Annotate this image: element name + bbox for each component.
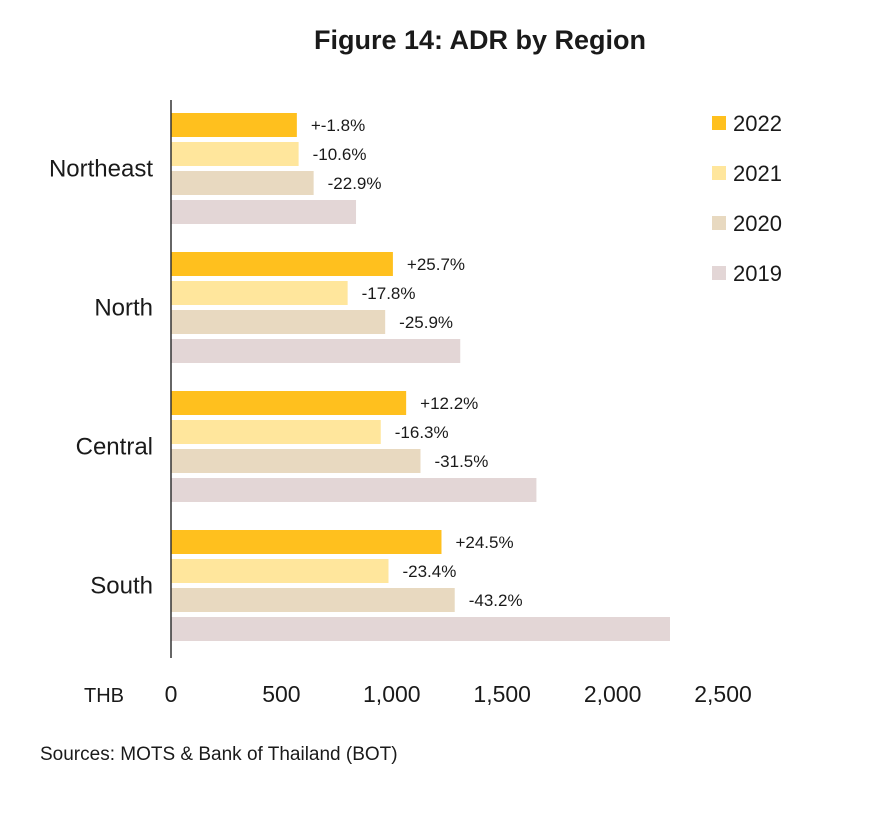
data-label: +24.5% [455,533,513,552]
category-label: South [90,573,153,600]
data-label: -17.8% [362,284,416,303]
legend-swatch-2022 [712,116,726,130]
source-note: Sources: MOTS & Bank of Thailand (BOT) [40,744,398,765]
data-label: -43.2% [469,591,523,610]
bar-northeast-2021 [171,142,299,166]
data-label: -31.5% [435,452,489,471]
data-label: -22.9% [328,174,382,193]
bar-south-2019 [171,617,671,641]
data-label: -23.4% [402,562,456,581]
x-axis-unit-label: THB [84,685,124,707]
legend-swatch-2021 [712,166,726,180]
bar-north-2019 [171,339,461,363]
legend-label: 2021 [733,161,782,186]
data-label: -10.6% [313,145,367,164]
legend-swatch-2020 [712,216,726,230]
chart-title: Figure 14: ADR by Region [313,25,647,55]
bar-north-2021 [171,281,348,305]
data-label: +25.7% [407,255,465,274]
bar-northeast-2022 [171,113,297,137]
category-label: Northeast [49,156,153,183]
legend-label: 2020 [733,211,782,236]
data-labels-layer: +-1.8% -10.6% -22.9% +25.7% -17.8% -25.9% +12.… [311,116,523,610]
x-tick-label: 1,000 [363,681,421,707]
bar-south-2021 [171,559,389,583]
bar-central-2022 [171,391,407,415]
x-tick-label: 2,500 [694,681,752,707]
legend-swatch-2019 [712,266,726,280]
data-label: -25.9% [399,313,453,332]
bar-south-2022 [171,530,442,554]
x-tick-label: 0 [165,681,178,707]
data-label: +12.2% [420,394,478,413]
bar-central-2021 [171,420,381,444]
category-label: North [94,295,153,322]
bar-north-2020 [171,310,386,334]
bars-layer [171,113,671,641]
bar-central-2020 [171,449,421,473]
legend: 2022 2021 2020 2019 [712,111,782,286]
legend-label: 2022 [733,111,782,136]
x-tick-label: 500 [262,681,300,707]
x-tick-label: 1,500 [473,681,531,707]
data-label: -16.3% [395,423,449,442]
bar-central-2019 [171,478,537,502]
axis-layer: Northeast North Central South 0 500 1,000 1,500… [49,100,752,707]
legend-label: 2019 [733,261,782,286]
data-label: +-1.8% [311,116,365,135]
bar-northeast-2020 [171,171,314,195]
bar-northeast-2019 [171,200,357,224]
x-tick-label: 2,000 [584,681,642,707]
category-label: Central [76,434,153,461]
bar-north-2022 [171,252,393,276]
bar-south-2020 [171,588,455,612]
